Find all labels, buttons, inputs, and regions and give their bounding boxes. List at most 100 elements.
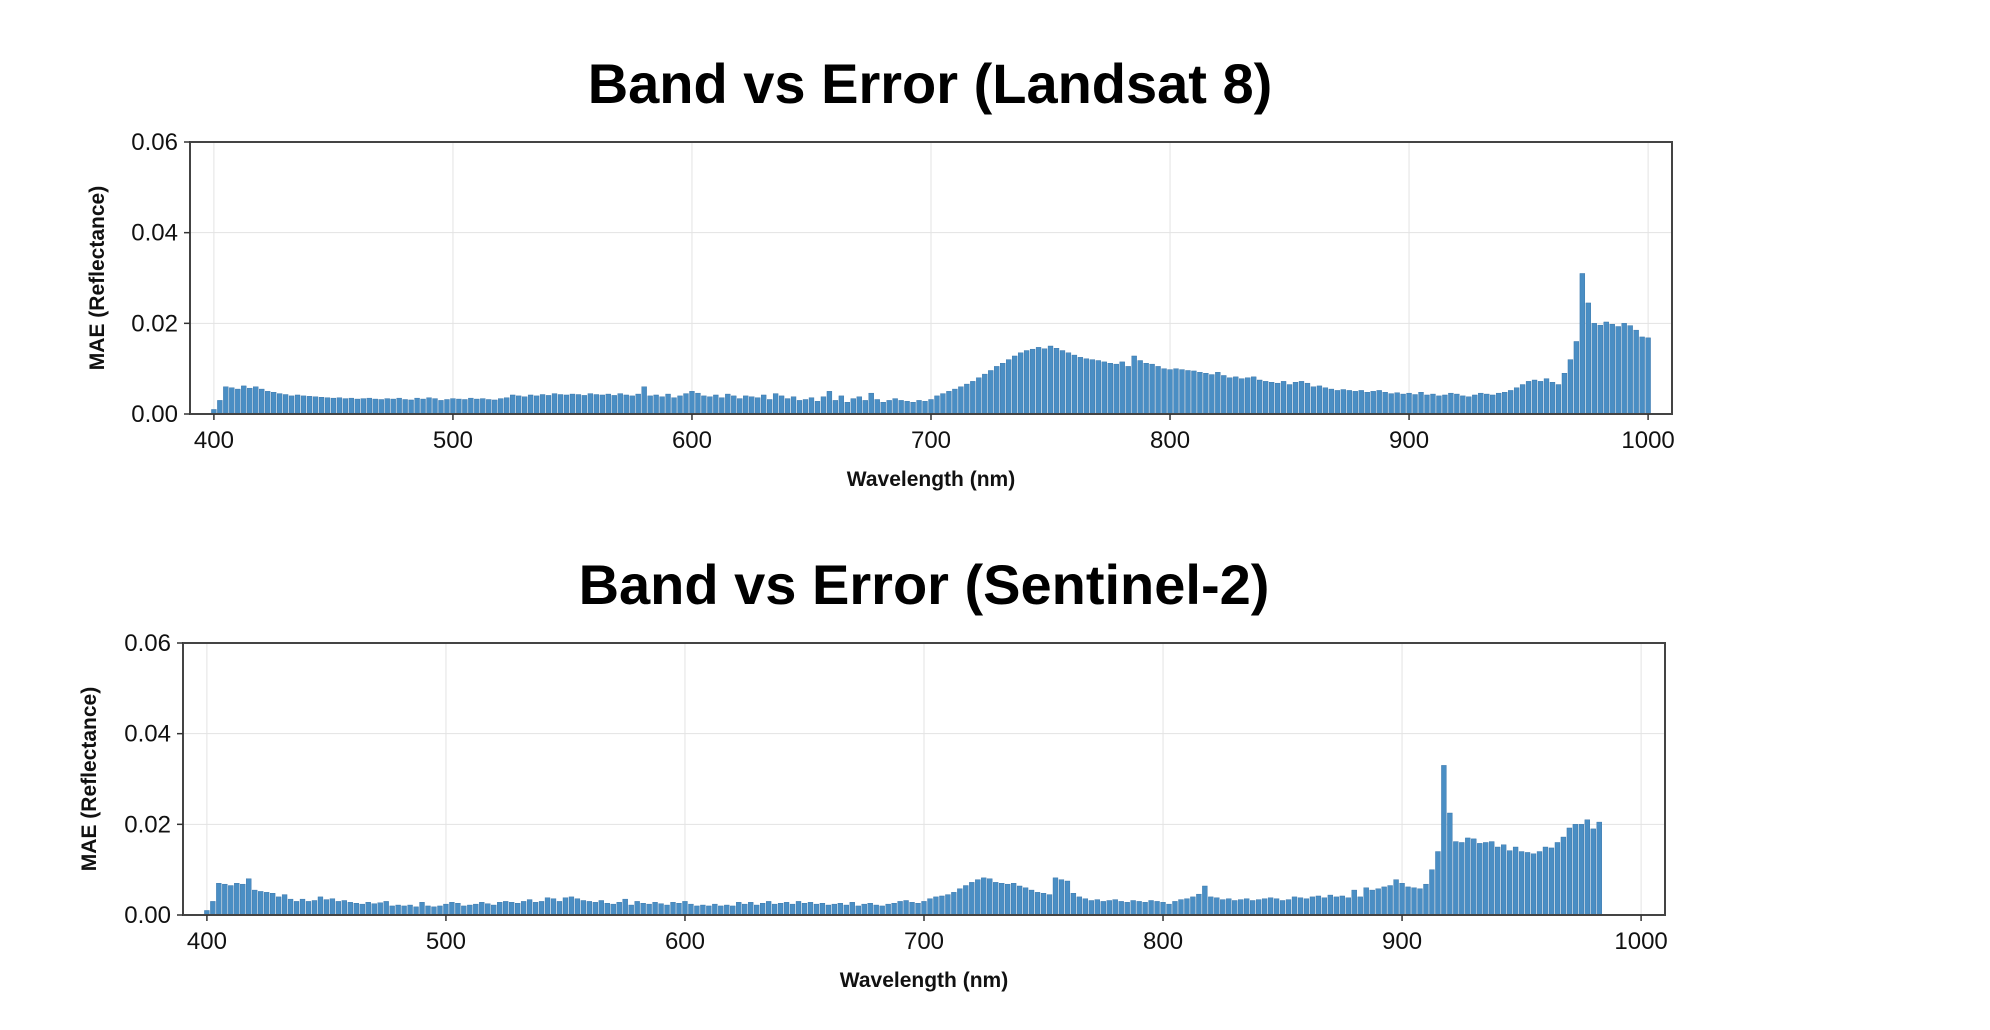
bar [1435, 851, 1441, 916]
bar [1460, 395, 1466, 415]
bar [706, 905, 712, 916]
bar [1466, 396, 1472, 415]
bar [1184, 898, 1190, 916]
bar [1524, 852, 1531, 916]
bar [456, 398, 462, 415]
bar [1285, 899, 1292, 916]
bar [1346, 390, 1352, 415]
x-axis-label: Wavelength (nm) [847, 468, 1015, 491]
bar [701, 395, 707, 415]
bar [1584, 819, 1590, 916]
bar [1399, 883, 1405, 916]
bar [742, 903, 748, 916]
bars [211, 273, 1651, 415]
bar [323, 899, 330, 916]
x-tick-label: 1000 [1614, 928, 1667, 955]
bar [1411, 887, 1417, 916]
bar [1310, 386, 1317, 415]
bar [903, 900, 909, 916]
bar [1489, 841, 1495, 916]
bar [1089, 359, 1096, 415]
bar [1423, 883, 1429, 916]
bar [413, 906, 419, 916]
bar [1375, 888, 1381, 916]
bar [312, 396, 319, 415]
bar [1076, 896, 1083, 916]
bar [789, 903, 796, 916]
bar [994, 366, 1000, 415]
bar [253, 386, 259, 415]
bar [1267, 897, 1274, 916]
bar [1023, 350, 1030, 415]
bar [1364, 392, 1370, 415]
bar [419, 902, 425, 916]
bar [593, 394, 600, 415]
bar [1071, 354, 1078, 415]
bar [777, 903, 784, 916]
bar [1017, 352, 1024, 415]
bar [975, 879, 981, 916]
bar [718, 905, 724, 916]
bar [366, 397, 372, 415]
bar [945, 894, 951, 916]
bar [467, 904, 473, 916]
bar [647, 395, 653, 415]
bar [586, 901, 593, 916]
bar [479, 902, 485, 916]
bar [1113, 363, 1119, 415]
y-tick-label: 0.02 [124, 811, 171, 838]
bar [826, 391, 833, 415]
bar [1255, 899, 1262, 916]
bar [1058, 879, 1065, 916]
bar [223, 386, 229, 415]
bar [1052, 877, 1059, 916]
y-tick-label: 0.06 [131, 129, 178, 156]
x-tick-label: 600 [665, 928, 705, 955]
bar [1585, 302, 1591, 415]
bar [1028, 889, 1035, 916]
bar [1232, 900, 1238, 916]
bar [509, 902, 515, 916]
bar [1053, 348, 1060, 415]
chart-landsat-8: Band vs Error (Landsat 8) 400 500 600 700 80… [86, 52, 1675, 491]
bar [885, 903, 891, 916]
bar [981, 877, 987, 916]
bar [1621, 323, 1627, 415]
bar [760, 903, 766, 916]
bar [275, 896, 282, 916]
bar [629, 395, 635, 415]
bar [1345, 897, 1351, 916]
bar [246, 878, 252, 916]
bar [258, 891, 264, 916]
bar [599, 394, 605, 415]
bar [1309, 896, 1316, 916]
y-axis-label: MAE (Reflectance) [78, 687, 101, 871]
bar [749, 396, 755, 415]
bar [1447, 812, 1453, 916]
bar [915, 903, 921, 916]
bar [767, 399, 773, 415]
bar [1088, 900, 1094, 916]
bar [311, 900, 318, 916]
bar [299, 898, 306, 916]
bar [1537, 381, 1544, 415]
bar [807, 902, 814, 916]
bar [1340, 389, 1346, 415]
bar [401, 905, 407, 916]
bar [1197, 372, 1203, 415]
bar [982, 373, 988, 415]
bar [677, 395, 683, 415]
bar [1221, 375, 1227, 415]
bar [910, 402, 916, 415]
bar [1490, 394, 1496, 415]
bar [743, 395, 749, 415]
bar [335, 901, 342, 916]
bar [545, 395, 552, 415]
bar [927, 898, 933, 916]
bar [450, 398, 456, 415]
bar [1291, 896, 1298, 916]
bar [532, 902, 539, 916]
bar [306, 396, 313, 415]
bar [665, 393, 671, 415]
bar [604, 903, 610, 916]
